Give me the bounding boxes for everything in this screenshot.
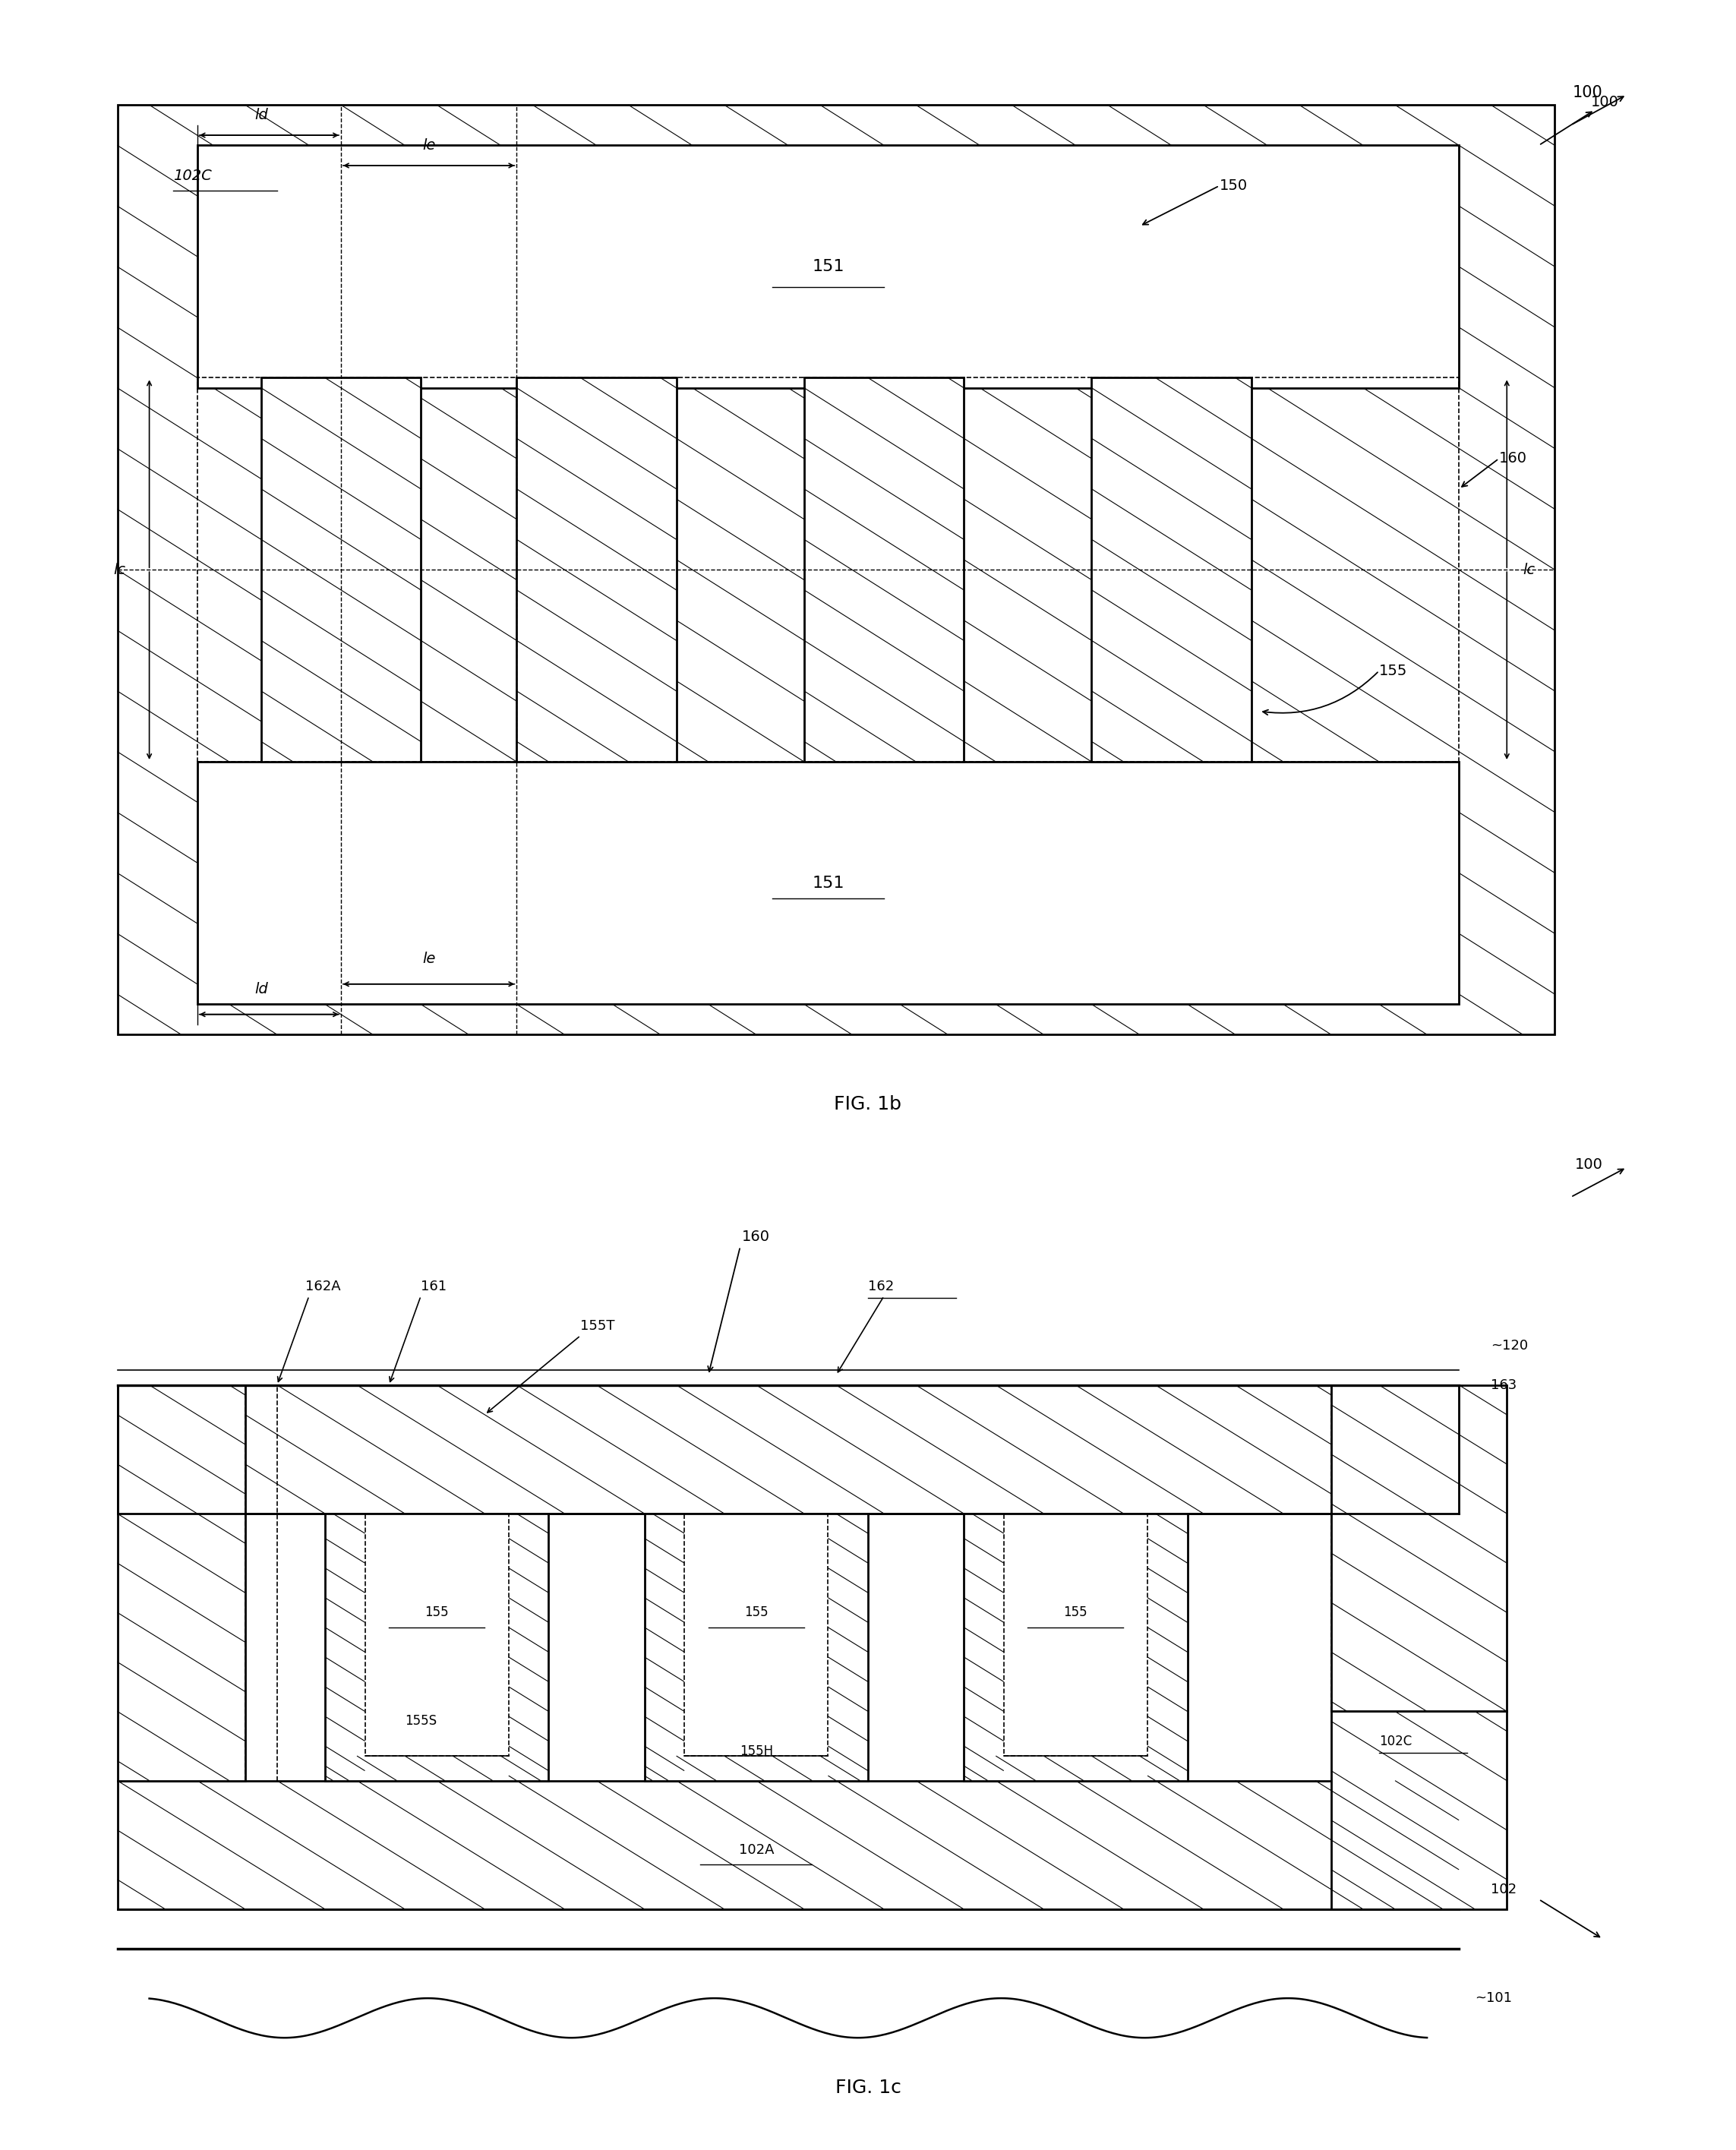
Text: 155S: 155S: [404, 1714, 437, 1729]
Bar: [198, 761, 1458, 1004]
Text: 155H: 155H: [740, 1744, 773, 1759]
Bar: [118, 1385, 245, 1780]
Text: 151: 151: [812, 875, 844, 890]
Text: lc: lc: [1522, 563, 1535, 576]
Bar: [198, 146, 1458, 387]
Bar: [1092, 378, 1252, 761]
Text: 155: 155: [425, 1606, 450, 1619]
Text: ~120: ~120: [1491, 1339, 1528, 1352]
Text: 102C: 102C: [1378, 1735, 1411, 1748]
Bar: [1003, 1514, 1147, 1757]
Text: le: le: [422, 138, 436, 153]
Text: FIG. 1b: FIG. 1b: [835, 1094, 901, 1114]
Bar: [804, 378, 963, 761]
Bar: [1332, 1385, 1507, 1711]
Bar: [118, 1385, 1458, 1514]
Bar: [325, 1514, 549, 1780]
Text: 102C: 102C: [174, 168, 212, 183]
Text: 161: 161: [420, 1279, 446, 1292]
Text: 100: 100: [1590, 95, 1618, 110]
Text: FIG. 1c: FIG. 1c: [835, 2079, 901, 2096]
Text: 100: 100: [1575, 1157, 1602, 1172]
Text: 151: 151: [812, 258, 844, 275]
Bar: [517, 378, 677, 761]
Text: 155: 155: [1064, 1606, 1088, 1619]
Text: 150: 150: [1219, 178, 1248, 194]
Bar: [260, 378, 420, 761]
Text: 155: 155: [745, 1606, 769, 1619]
Bar: [684, 1514, 828, 1757]
Text: 160: 160: [743, 1230, 771, 1245]
Text: 102A: 102A: [738, 1843, 774, 1858]
Text: 163: 163: [1491, 1378, 1517, 1391]
Text: ld: ld: [255, 108, 267, 123]
Text: 160: 160: [1498, 452, 1528, 467]
Bar: [644, 1514, 868, 1780]
Text: 155: 155: [1378, 664, 1408, 677]
Text: 155T: 155T: [580, 1318, 615, 1333]
Bar: [963, 1514, 1187, 1780]
Text: ld: ld: [255, 983, 267, 995]
Bar: [198, 378, 1458, 761]
Text: ~101: ~101: [1476, 1991, 1512, 2006]
Text: 162: 162: [868, 1279, 894, 1292]
Text: 162A: 162A: [306, 1279, 340, 1292]
Text: 102: 102: [1491, 1883, 1517, 1896]
Text: lc: lc: [113, 563, 125, 576]
Bar: [365, 1514, 509, 1757]
Text: 100: 100: [1573, 84, 1602, 99]
Bar: [118, 1780, 1458, 1909]
Text: le: le: [422, 952, 436, 965]
Bar: [1332, 1711, 1507, 1909]
